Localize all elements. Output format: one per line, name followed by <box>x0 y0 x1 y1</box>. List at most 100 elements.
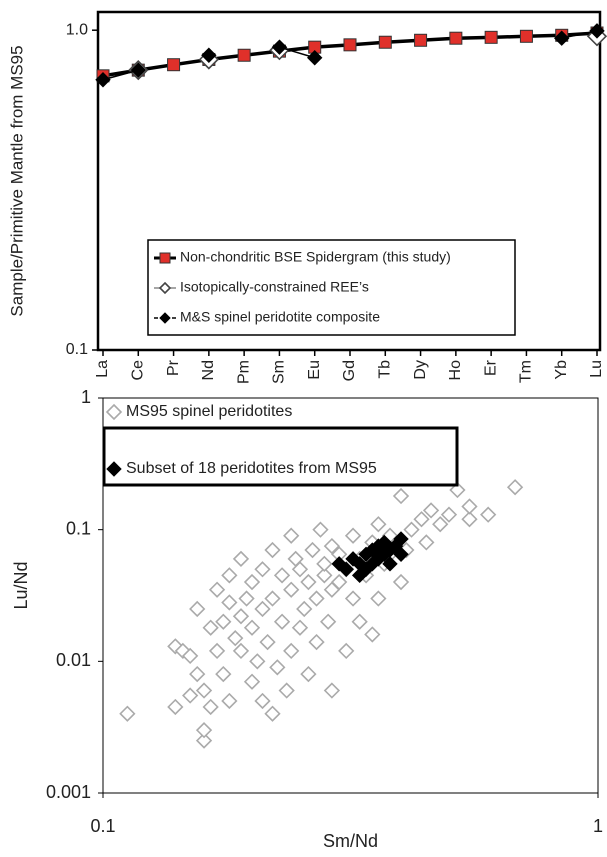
marker <box>243 673 261 690</box>
legend: MS95 spinel peridotites Subset of 18 peri… <box>102 403 459 487</box>
marker <box>227 630 244 647</box>
plot-frame <box>96 10 602 352</box>
marker <box>106 461 122 477</box>
marker <box>189 665 206 683</box>
marker <box>382 556 398 572</box>
marker <box>345 551 361 567</box>
marker <box>331 573 348 591</box>
marker <box>364 626 381 643</box>
marker <box>130 62 146 78</box>
marker <box>519 29 533 43</box>
marker <box>449 481 466 499</box>
legend-label: Isotopically-constrained REE’s <box>180 279 369 295</box>
marker <box>167 698 184 716</box>
marker <box>95 72 111 88</box>
marker <box>461 498 478 515</box>
marker <box>269 659 286 676</box>
marker <box>403 521 420 538</box>
marker <box>158 281 172 295</box>
marker <box>418 534 435 551</box>
marker <box>208 642 226 660</box>
y-tick-label: 0.1 <box>66 518 91 538</box>
legend-label: MS95 spinel peridotites <box>126 403 292 420</box>
x-tick-label: 1 <box>593 816 603 836</box>
x-tick-label: Dy <box>412 360 429 380</box>
x-tick-label: 0.1 <box>90 816 115 836</box>
y-tick-label: 1 <box>81 387 91 407</box>
marker <box>312 521 329 538</box>
marker <box>237 48 251 62</box>
legend-label: M&S spinel peridotite composite <box>180 309 380 325</box>
y-axis-title: Sample/Primitive Mantle from MS95 <box>7 45 26 316</box>
marker <box>254 600 271 618</box>
marker <box>189 600 206 618</box>
marker <box>304 541 321 559</box>
marker <box>159 312 171 324</box>
marker <box>370 590 387 607</box>
y-tick-label: 0.1 <box>66 341 88 358</box>
x-tick-label: Pm <box>235 360 252 384</box>
marker <box>392 573 410 591</box>
marker <box>238 590 255 607</box>
marker <box>278 682 295 699</box>
marker <box>264 541 281 559</box>
marker <box>506 479 524 496</box>
x-tick-label: Er <box>482 359 499 376</box>
x-tick-label: Lu <box>588 360 605 378</box>
marker <box>273 613 291 630</box>
marker <box>264 590 281 607</box>
marker <box>195 722 213 739</box>
marker <box>221 567 238 584</box>
marker <box>283 642 300 660</box>
x-tick-label: Ho <box>447 360 464 381</box>
marker <box>105 403 123 421</box>
marker <box>201 47 217 63</box>
marker <box>351 613 368 630</box>
marker <box>316 567 333 584</box>
marker <box>167 58 181 72</box>
marker <box>202 698 219 716</box>
marker <box>249 653 266 670</box>
marker <box>300 573 317 591</box>
marker <box>264 705 281 722</box>
marker <box>182 687 199 704</box>
marker <box>273 567 291 584</box>
x-tick-label: Eu <box>306 360 323 380</box>
marker <box>119 705 136 722</box>
x-tick-label: Sm <box>271 360 288 384</box>
marker <box>308 633 325 651</box>
marker <box>202 619 219 636</box>
marker <box>554 30 570 46</box>
marker <box>461 511 478 528</box>
marker <box>316 555 333 572</box>
marker <box>320 613 337 630</box>
marker <box>338 642 355 660</box>
x-tick-label: Ce <box>130 360 147 381</box>
marker <box>307 50 323 66</box>
marker <box>392 487 410 505</box>
marker <box>291 561 309 578</box>
marker <box>370 516 387 533</box>
marker <box>432 516 449 533</box>
marker <box>323 682 341 699</box>
marker <box>291 619 309 636</box>
marker <box>243 573 261 591</box>
marker <box>232 642 250 660</box>
marker <box>271 39 288 55</box>
y-axis-title: Lu/Nd <box>11 561 31 609</box>
marker <box>159 252 171 264</box>
marker <box>195 732 213 749</box>
legend: Non-chondritic BSE Spidergram (this stud… <box>147 239 516 336</box>
x-axis-title: Sm/Nd <box>323 831 378 851</box>
marker <box>283 527 300 544</box>
marker <box>254 561 271 578</box>
marker <box>296 600 313 618</box>
marker <box>215 613 232 630</box>
x-tick-label: La <box>94 360 111 378</box>
marker <box>174 642 192 660</box>
marker <box>182 647 199 665</box>
marker <box>308 590 325 607</box>
marker <box>259 633 276 651</box>
marker <box>414 33 428 47</box>
